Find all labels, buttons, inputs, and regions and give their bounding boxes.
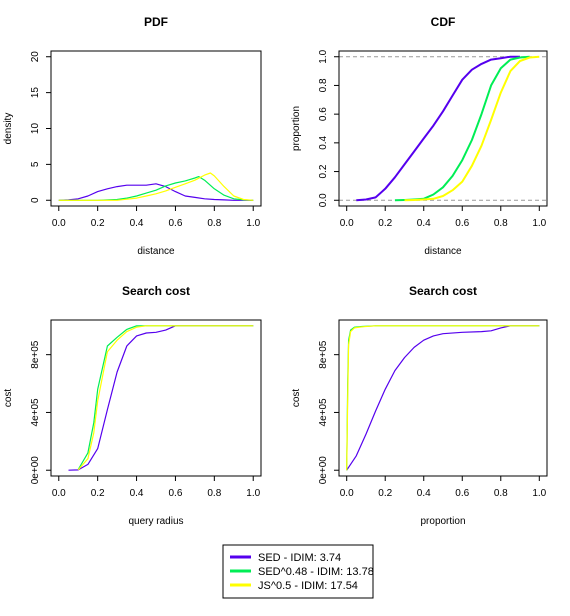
plot-frame-cdf xyxy=(338,50,548,207)
panel-title-search-cost-proportion: Search cost xyxy=(409,284,477,298)
y-tick-label-search-cost-radius-1: 4e+05 xyxy=(30,398,41,427)
panel-search-cost-radius: Search cost query radius cost 0.0 0.2 0.4 0.6 0… xyxy=(3,284,262,527)
y-tick-label-search-cost-proportion-2: 8e+05 xyxy=(318,340,329,369)
y-tick-label-pdf-2: 10 xyxy=(30,123,41,135)
y-tick-label-cdf-2: 0.4 xyxy=(318,135,329,149)
x-tick-label-cdf-5: 1.0 xyxy=(532,218,546,229)
x-tick-label-search-cost-radius-0: 0.0 xyxy=(52,488,66,499)
x-tick-label-pdf-0: 0.0 xyxy=(52,218,66,229)
x-axis-label-cdf: distance xyxy=(424,246,462,257)
x-tick-label-search-cost-proportion-5: 1.0 xyxy=(532,488,546,499)
series-line-cdf-sed048 xyxy=(394,55,530,202)
x-tick-label-cdf-4: 0.8 xyxy=(494,218,508,229)
series-line-cdf-js05 xyxy=(404,55,540,202)
series-line-search-cost-proportion-sed xyxy=(346,325,540,471)
x-axis-label-pdf: distance xyxy=(137,246,175,257)
x-tick-label-search-cost-proportion-0: 0.0 xyxy=(340,488,354,499)
y-tick-label-search-cost-proportion-1: 4e+05 xyxy=(318,398,329,427)
x-tick-label-pdf-4: 0.8 xyxy=(207,218,221,229)
panel-pdf: PDF distance density 0.0 0.2 0.4 0.6 0.8 1.0 0 5 10… xyxy=(3,15,262,257)
panel-cdf: CDF distance proportion 0.0 0.2 0.4 0.6 0.8 1.0 0… xyxy=(291,15,548,257)
legend: SED - IDIM: 3.74 SED^0.48 - IDIM: 13.78 … xyxy=(222,544,374,599)
y-tick-label-cdf-4: 0.8 xyxy=(318,78,329,92)
series-line-search-cost-proportion-sed048 xyxy=(346,325,540,471)
x-tick-label-cdf-3: 0.6 xyxy=(455,218,469,229)
y-axis-label-pdf: density xyxy=(3,113,14,145)
series-line-pdf-js05 xyxy=(58,172,254,201)
x-tick-label-cdf-2: 0.4 xyxy=(417,218,431,229)
y-tick-label-search-cost-radius-2: 8e+05 xyxy=(30,340,41,369)
x-tick-label-search-cost-radius-4: 0.8 xyxy=(207,488,221,499)
plot-frame-pdf xyxy=(50,50,262,207)
y-tick-label-pdf-3: 15 xyxy=(30,87,41,99)
series-line-pdf-sed048 xyxy=(58,176,254,201)
panel-title-search-cost-radius: Search cost xyxy=(122,284,190,298)
series-line-search-cost-radius-js05 xyxy=(77,325,254,471)
panel-search-cost-proportion: Search cost proportion cost 0.0 0.2 0.4 0.6 0.8… xyxy=(291,284,548,527)
series-line-search-cost-radius-sed048 xyxy=(77,325,254,470)
plot-frame-search-cost-proportion xyxy=(338,319,548,477)
y-axis-label-cdf: proportion xyxy=(291,106,302,151)
x-tick-label-search-cost-proportion-1: 0.2 xyxy=(378,488,392,499)
x-tick-label-search-cost-radius-1: 0.2 xyxy=(91,488,105,499)
series-line-pdf-sed xyxy=(58,183,254,201)
series-line-cdf-sed xyxy=(356,55,520,202)
y-tick-label-pdf-0: 0 xyxy=(30,197,41,203)
panel-title-cdf: CDF xyxy=(431,15,456,29)
x-tick-label-search-cost-radius-2: 0.4 xyxy=(130,488,144,499)
y-tick-label-pdf-1: 5 xyxy=(30,161,41,167)
x-tick-label-search-cost-radius-5: 1.0 xyxy=(246,488,260,499)
y-tick-label-cdf-1: 0.2 xyxy=(318,164,329,178)
x-tick-label-cdf-0: 0.0 xyxy=(340,218,354,229)
legend-label-sed: SED - IDIM: 3.74 xyxy=(258,552,341,564)
y-tick-label-search-cost-proportion-0: 0e+00 xyxy=(318,456,329,485)
x-tick-label-search-cost-proportion-2: 0.4 xyxy=(417,488,431,499)
y-tick-label-cdf-0: 0.0 xyxy=(318,193,329,207)
x-tick-label-pdf-3: 0.6 xyxy=(168,218,182,229)
x-tick-label-search-cost-proportion-4: 0.8 xyxy=(494,488,508,499)
y-tick-label-search-cost-radius-0: 0e+00 xyxy=(30,456,41,485)
y-tick-label-cdf-5: 1.0 xyxy=(318,49,329,63)
y-axis-label-search-cost-proportion: cost xyxy=(291,389,302,408)
series-line-search-cost-proportion-js05 xyxy=(346,325,540,471)
x-tick-label-pdf-1: 0.2 xyxy=(91,218,105,229)
y-tick-label-pdf-4: 20 xyxy=(30,51,41,63)
plot-frame-search-cost-radius xyxy=(50,319,262,477)
y-axis-label-search-cost-radius: cost xyxy=(3,389,14,408)
x-axis-label-search-cost-radius: query radius xyxy=(128,516,183,527)
x-tick-label-pdf-2: 0.4 xyxy=(130,218,144,229)
x-axis-label-search-cost-proportion: proportion xyxy=(420,516,465,527)
legend-label-js05: JS^0.5 - IDIM: 17.54 xyxy=(258,580,358,592)
panel-title-pdf: PDF xyxy=(144,15,168,29)
y-tick-label-cdf-3: 0.6 xyxy=(318,107,329,121)
x-tick-label-search-cost-proportion-3: 0.6 xyxy=(455,488,469,499)
x-tick-label-search-cost-radius-3: 0.6 xyxy=(168,488,182,499)
x-tick-label-pdf-5: 1.0 xyxy=(246,218,260,229)
legend-label-sed048: SED^0.48 - IDIM: 13.78 xyxy=(258,566,374,578)
x-tick-label-cdf-1: 0.2 xyxy=(378,218,392,229)
